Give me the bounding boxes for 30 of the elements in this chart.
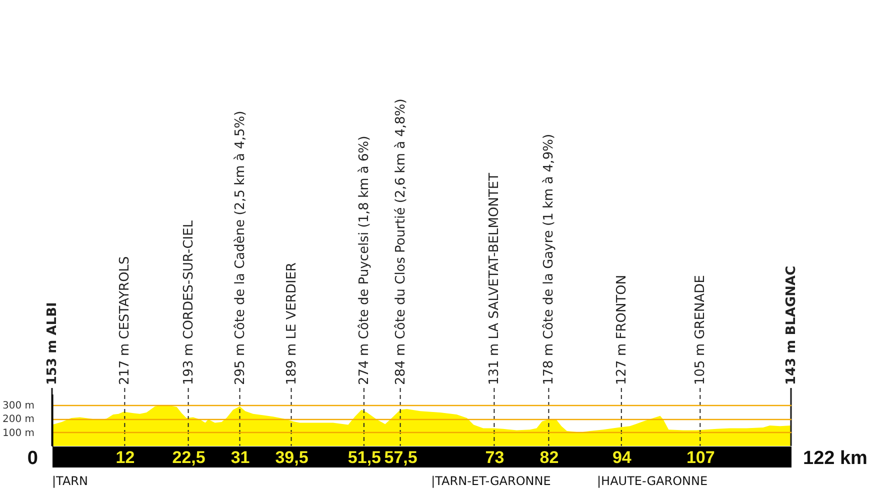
ref-line-label: 217 m CESTAYROLS <box>118 256 133 385</box>
ref-line-label: 193 m CORDES-SUR-CIEL <box>181 220 196 385</box>
y-tick-label: 200 m <box>2 414 34 426</box>
x-tick-label: 12 <box>116 448 135 467</box>
ref-line-label: 143 m BLAGNAC <box>784 266 799 385</box>
x-tick-label: 107 <box>686 448 715 467</box>
x-tick-label: 73 <box>485 448 504 467</box>
ref-line-label: 178 m Côte de la Gayre (1 km à 4,9%) <box>542 134 557 385</box>
x-tick-label: 51,5 <box>348 448 381 467</box>
x-tick-label: 57,5 <box>384 448 418 467</box>
text: |HAUTE-GARONNE <box>597 474 708 488</box>
y-tick-label: 300 m <box>2 400 34 412</box>
text: |TARN-ET-GARONNE <box>431 474 551 488</box>
ref-line-label: 284 m Côte du Clos Pourtié (2,6 km à 4,8%) <box>393 98 408 385</box>
x-tick-label: 31 <box>230 448 250 467</box>
ref-line-label: 105 m GRENADE <box>693 275 708 385</box>
y-tick-label: 100 m <box>2 428 34 439</box>
ref-line-label: 295 m Côte de la Cadène (2,5 km à 4,5%) <box>232 110 248 385</box>
ref-line-label: 274 m Côte de Puycelsi (1,8 km à 6%) <box>356 136 372 385</box>
text: 0 <box>27 448 38 469</box>
x-tick-label: 94 <box>612 448 632 467</box>
ref-line-label: 127 m FRONTON <box>614 274 630 385</box>
text: 122 km <box>803 448 868 469</box>
text: |TARN <box>52 474 88 488</box>
x-tick-label: 82 <box>540 448 559 467</box>
ref-line-label: 153 m ALBI <box>45 302 60 385</box>
ref-line-label: 189 m LE VERDIER <box>284 262 300 385</box>
ref-line-label: 131 m LA SALVETAT-BELMONTET <box>487 172 502 385</box>
x-tick-label: 39,5 <box>275 448 308 467</box>
x-tick-label: 22,5 <box>172 448 206 467</box>
